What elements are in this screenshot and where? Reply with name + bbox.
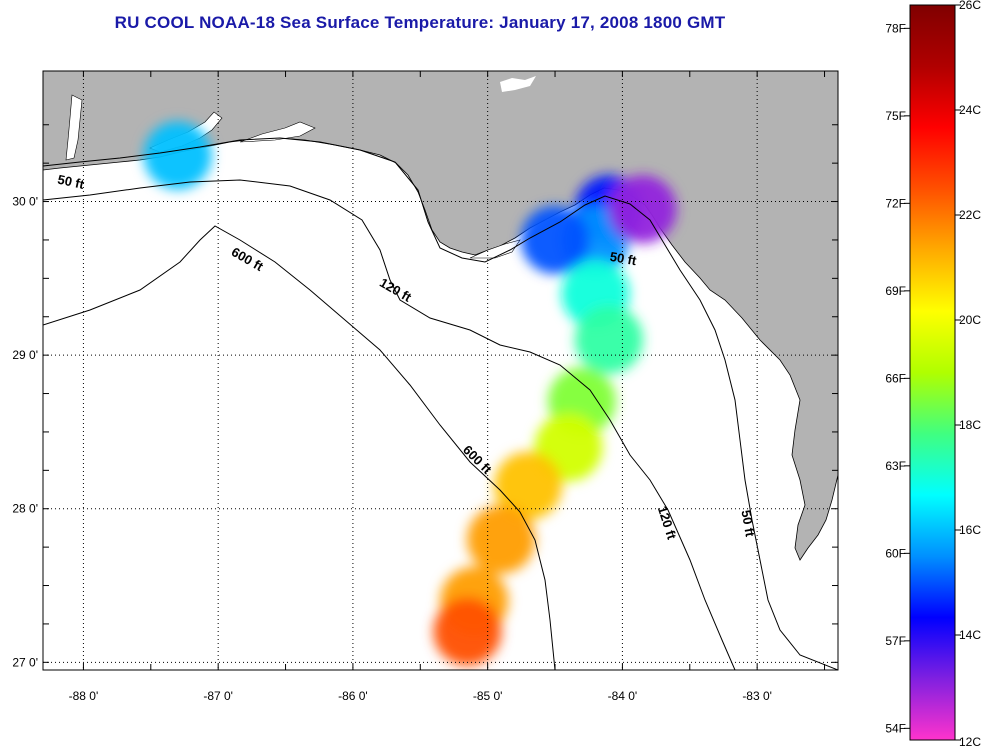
contour-label: 50 ft (738, 509, 758, 539)
lat-tick-label: 27 0' (12, 655, 38, 669)
sst-patch (433, 597, 502, 666)
bay-apalachicola (469, 239, 521, 259)
colorbar-label-c: 18C (959, 418, 981, 432)
sst-patch (467, 505, 536, 574)
colorbar-label-c: 22C (959, 208, 981, 222)
colorbar-label-c: 26C (959, 0, 981, 12)
bay-choctawhatchee (239, 121, 316, 143)
bay-mobile (65, 94, 83, 161)
sst-patch (574, 305, 643, 374)
contour-label: 50 ft (609, 249, 639, 269)
lon-tick-label: -84 0' (608, 689, 638, 703)
lat-tick-label: 30 0' (12, 195, 38, 209)
lon-tick-label: -83 0' (742, 689, 772, 703)
lat-tick-label: 29 0' (12, 348, 38, 362)
contour-600ft (43, 225, 556, 670)
map-title: RU COOL NOAA-18 Sea Surface Temperature:… (114, 13, 726, 32)
colorbar-label-c: 14C (959, 628, 981, 642)
colorbar-label-c: 20C (959, 313, 981, 327)
colorbar-label-f: 69F (885, 284, 906, 298)
colorbar-label-f: 78F (885, 21, 906, 35)
lon-tick-label: -88 0' (69, 689, 99, 703)
lon-tick-label: -87 0' (203, 689, 233, 703)
map-axes: -88 0' -87 0' -86 0' -85 0' -84 0' -83 0' 30 0… (12, 71, 838, 703)
colorbar-label-c: 24C (959, 103, 981, 117)
colorbar-label-f: 72F (885, 196, 906, 210)
contour-120ft (43, 179, 736, 670)
colorbar-gradient (909, 4, 956, 741)
lon-tick-label: -85 0' (473, 689, 503, 703)
contour-50ft-west (43, 137, 838, 670)
sst-patch (608, 175, 677, 244)
sst-patch (521, 205, 590, 274)
colorbar-labels: 26C 24C 22C 20C 18C 16C 14C 12C 78F 75F 72F 69F 66F 6… (885, 0, 981, 749)
sst-patch (143, 121, 212, 190)
lon-tick-label: -86 0' (338, 689, 368, 703)
map-frame (42, 70, 839, 671)
colorbar-label-f: 57F (885, 634, 906, 648)
lat-tick-label: 28 0' (12, 502, 38, 516)
contour-label: 50 ft (56, 172, 86, 192)
colorbar-label-f: 54F (885, 721, 906, 735)
colorbar-label-f: 75F (885, 109, 906, 123)
lake-patch (500, 76, 536, 92)
colorbar-label-f: 63F (885, 459, 906, 473)
sst-data-layer (143, 121, 677, 666)
lat-lon-grid (43, 71, 838, 670)
colorbar-label-c: 12C (959, 735, 981, 749)
colorbar-label-f: 66F (885, 371, 906, 385)
colorbar-label-c: 16C (959, 523, 981, 537)
colorbar-label-f: 60F (885, 546, 906, 560)
